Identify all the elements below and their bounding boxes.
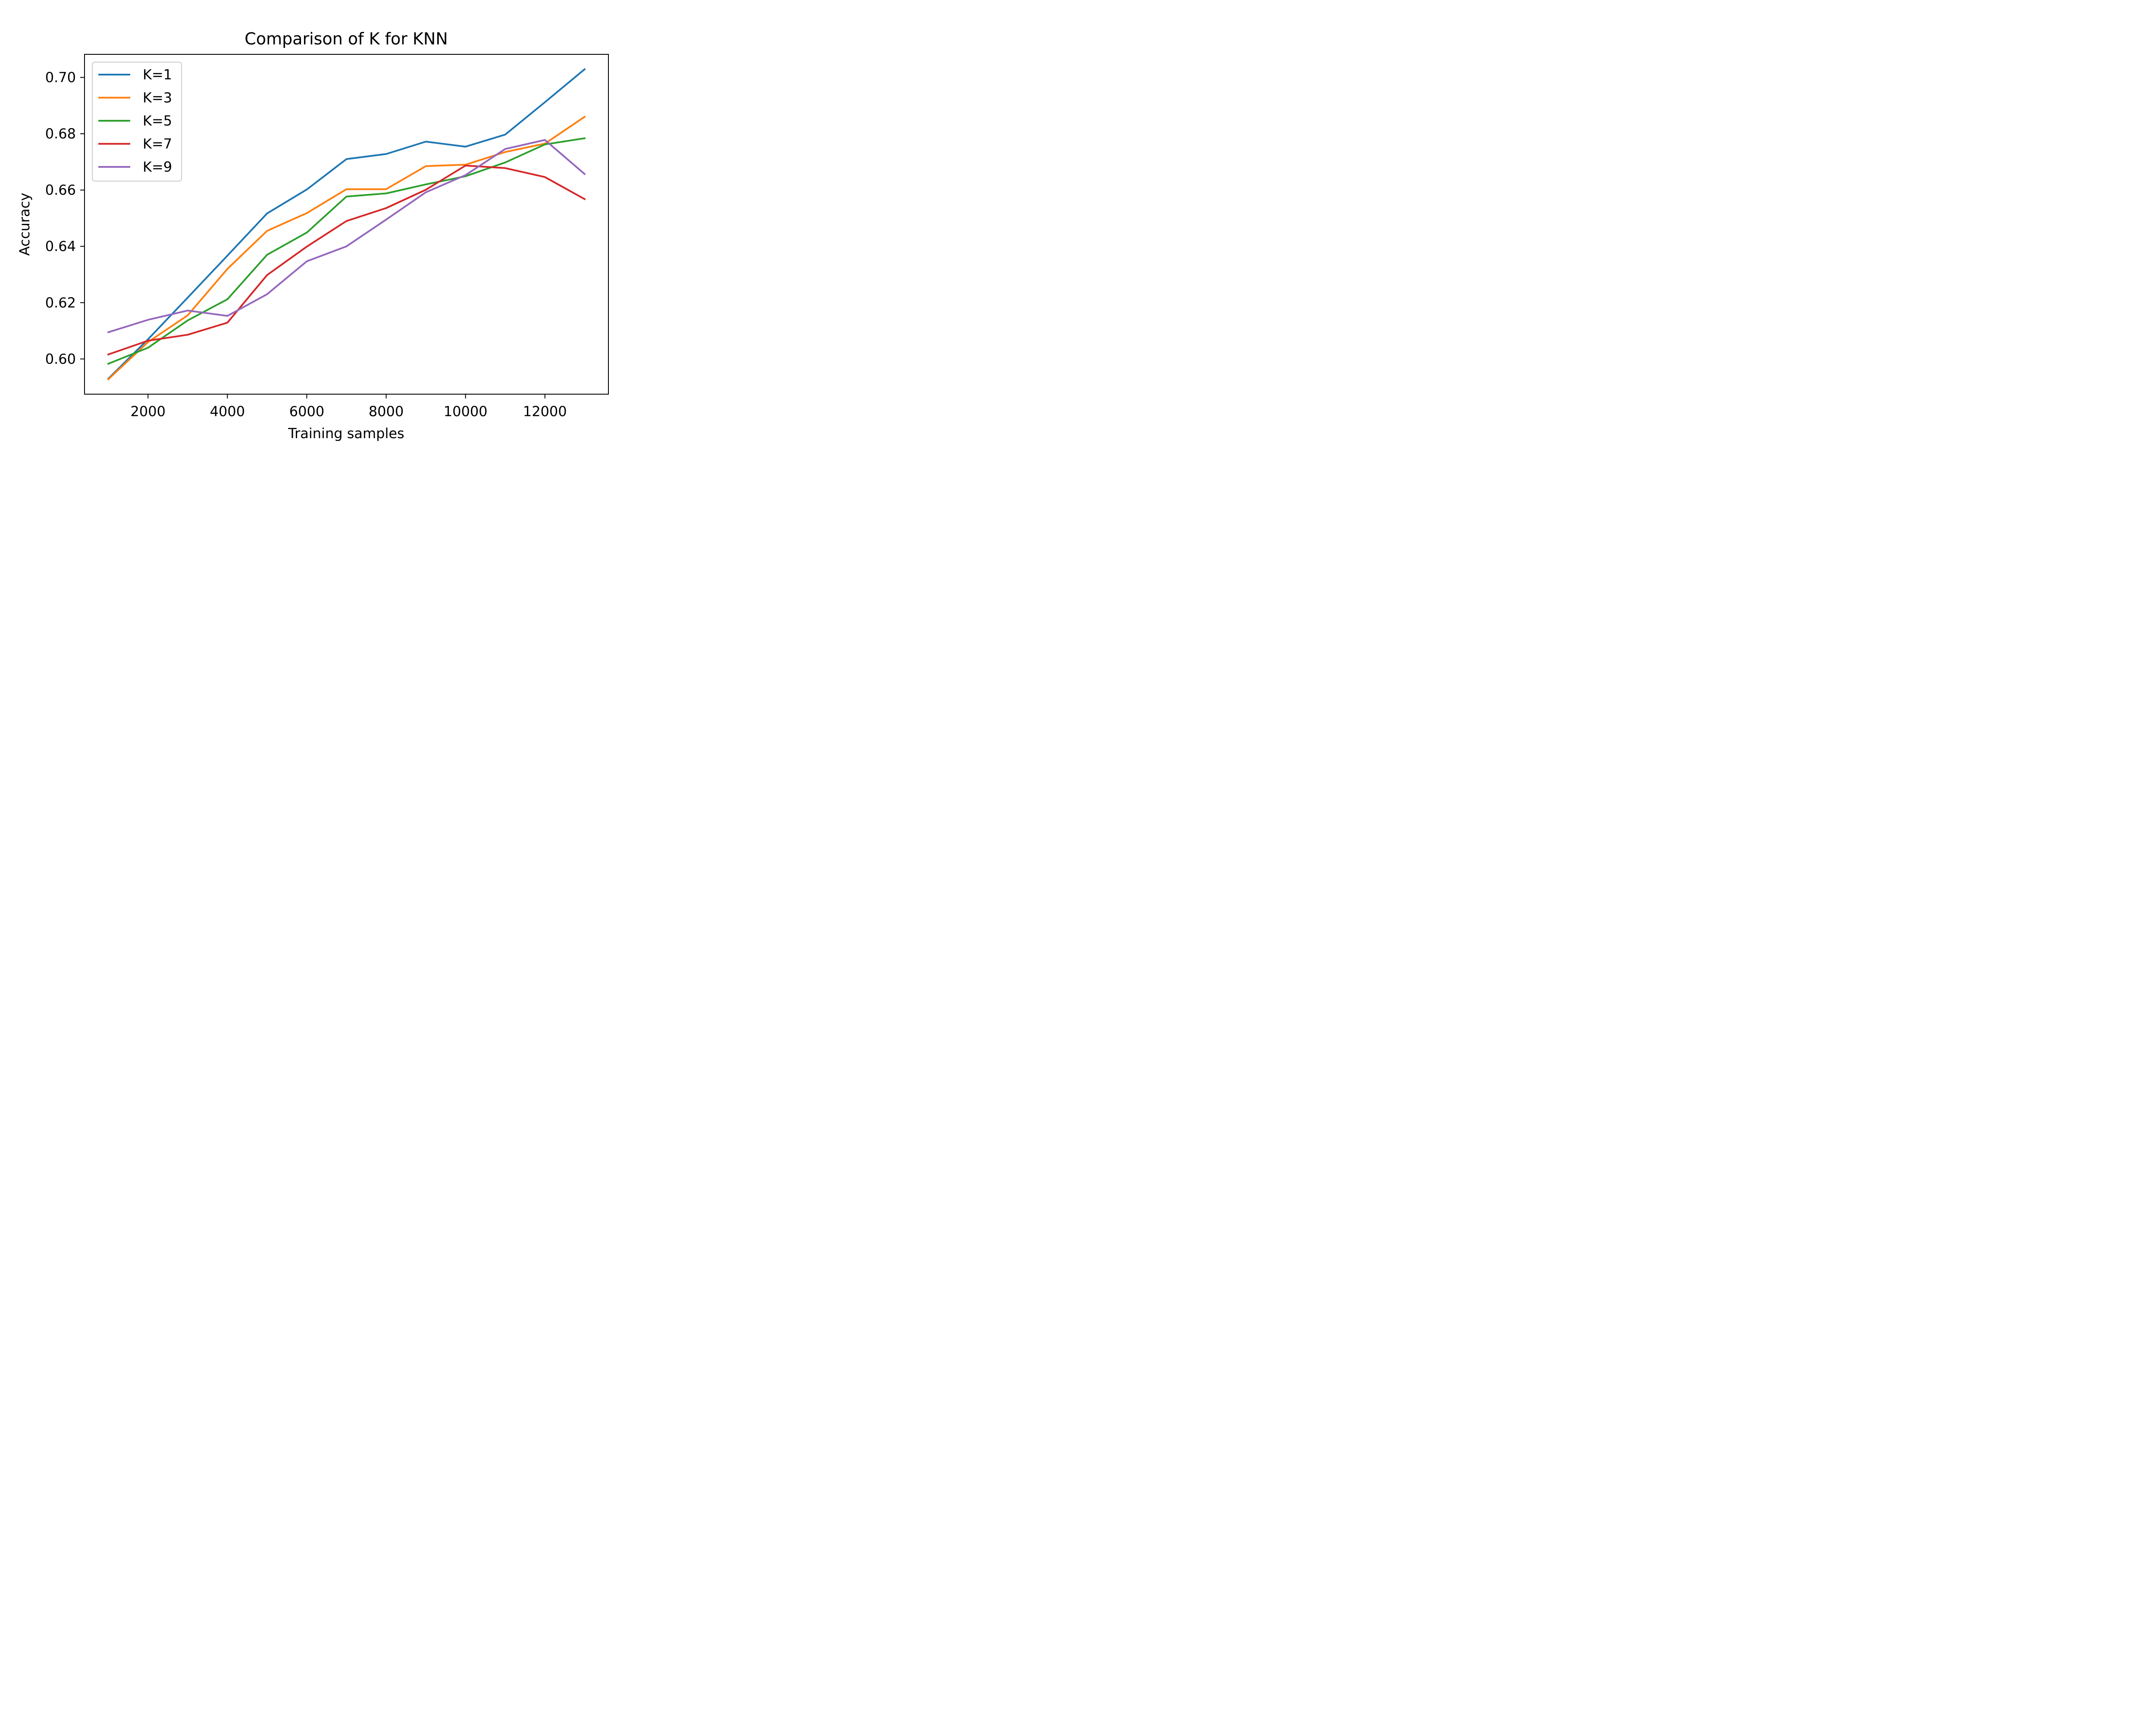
y-tick-label: 0.66 bbox=[45, 182, 76, 198]
y-tick-label: 0.64 bbox=[45, 238, 76, 254]
series-line-k5 bbox=[107, 137, 586, 365]
legend-label-k5: K=5 bbox=[143, 113, 172, 129]
y-axis-label: Accuracy bbox=[16, 193, 33, 256]
line-chart: Comparison of K for KNN 2000 4000 6000 8000… bbox=[0, 0, 668, 453]
legend-items: K=1 K=3 K=5 K=7 K=9 bbox=[98, 66, 172, 175]
plot-frame bbox=[84, 54, 609, 395]
chart-container: Comparison of K for KNN 2000 4000 6000 8000… bbox=[0, 0, 668, 453]
legend-label-k1: K=1 bbox=[143, 66, 172, 83]
legend-box bbox=[92, 62, 182, 182]
chart-title: Comparison of K for KNN bbox=[244, 29, 448, 48]
series-line-k9 bbox=[107, 139, 586, 333]
x-tick-label: 10000 bbox=[444, 403, 488, 420]
series-line-k7 bbox=[107, 164, 586, 356]
y-axis: 0.60 0.62 0.64 0.66 0.68 0.70 bbox=[45, 69, 85, 367]
y-tick-label: 0.62 bbox=[45, 295, 76, 311]
y-tick-label: 0.68 bbox=[45, 125, 76, 142]
series-line-k3 bbox=[107, 116, 586, 381]
y-tick-label: 0.60 bbox=[45, 351, 76, 367]
x-tick-label: 8000 bbox=[369, 403, 404, 420]
legend-label-k9: K=9 bbox=[143, 159, 172, 175]
legend-label-k7: K=7 bbox=[143, 136, 172, 152]
x-axis-label: Training samples bbox=[288, 425, 404, 442]
plot-area bbox=[107, 68, 586, 381]
x-tick-label: 2000 bbox=[131, 403, 166, 420]
x-tick-label: 6000 bbox=[289, 403, 324, 420]
x-axis: 2000 4000 6000 8000 10000 12000 bbox=[131, 394, 567, 420]
series-line-k1 bbox=[107, 68, 586, 380]
legend: K=1 K=3 K=5 K=7 K=9 bbox=[92, 62, 182, 182]
y-tick-label: 0.70 bbox=[45, 69, 76, 86]
x-tick-label: 12000 bbox=[523, 403, 567, 420]
x-tick-label: 4000 bbox=[210, 403, 245, 420]
legend-label-k3: K=3 bbox=[143, 90, 172, 106]
